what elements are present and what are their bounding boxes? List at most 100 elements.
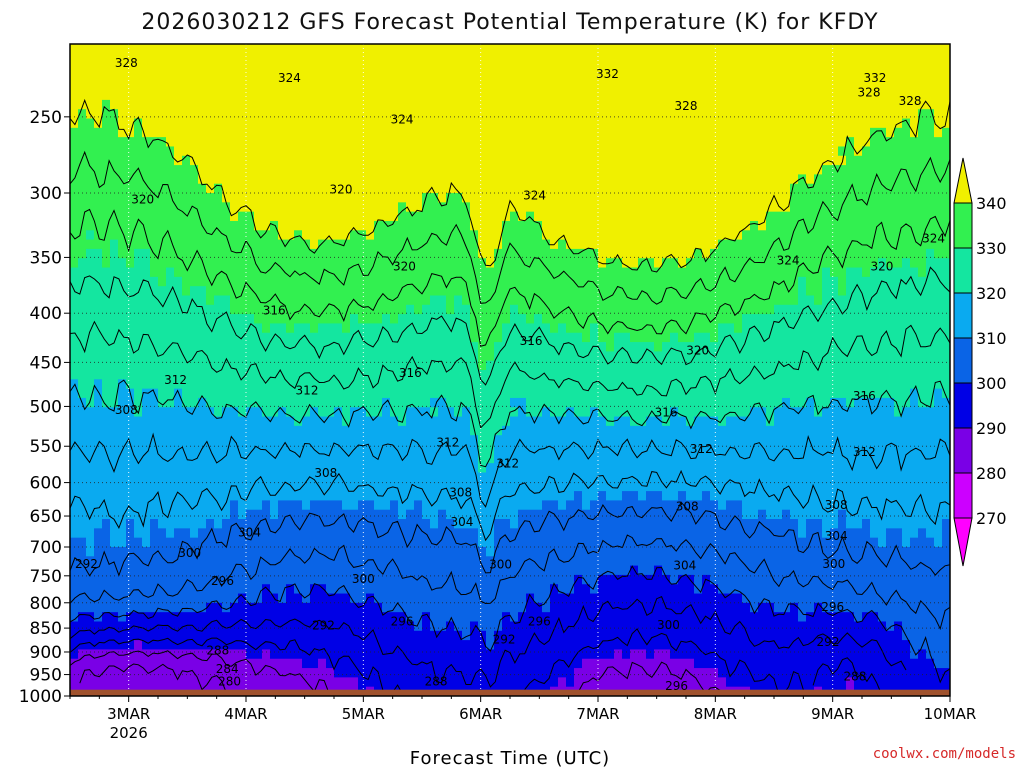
theta-cell: [174, 630, 183, 641]
theta-cell: [158, 407, 167, 418]
theta-cell: [494, 332, 503, 343]
theta-cell: [630, 258, 639, 269]
theta-cell: [214, 174, 223, 185]
theta-cell: [582, 62, 591, 73]
theta-cell: [126, 137, 135, 148]
theta-cell: [278, 630, 287, 641]
theta-cell: [86, 276, 95, 287]
theta-cell: [278, 230, 287, 241]
theta-cell: [574, 211, 583, 222]
theta-cell: [222, 397, 231, 408]
theta-cell: [350, 593, 359, 604]
theta-cell: [326, 668, 335, 678]
theta-cell: [542, 444, 551, 455]
theta-cell: [294, 267, 303, 278]
theta-cell: [446, 99, 455, 110]
theta-cell: [182, 295, 191, 306]
theta-cell: [78, 444, 87, 455]
theta-cell: [254, 351, 263, 362]
theta-cell: [414, 146, 423, 157]
theta-cell: [566, 463, 575, 474]
theta-cell: [278, 668, 287, 678]
theta-cell: [118, 537, 127, 548]
theta-cell: [94, 463, 103, 474]
theta-cell: [230, 630, 239, 641]
theta-cell: [198, 658, 207, 669]
theta-cell: [502, 44, 511, 54]
theta-cell: [438, 640, 447, 651]
theta-cell: [382, 463, 391, 474]
theta-cell: [486, 44, 495, 54]
theta-cell: [286, 62, 295, 73]
theta-cell: [358, 276, 367, 287]
theta-cell: [390, 174, 399, 185]
theta-cell: [230, 425, 239, 436]
theta-cell: [182, 491, 191, 501]
theta-cell: [246, 71, 255, 82]
theta-cell: [158, 640, 167, 651]
theta-cell: [78, 360, 87, 371]
theta-cell: [222, 295, 231, 306]
theta-cell: [374, 165, 383, 175]
theta-cell: [374, 435, 383, 446]
theta-cell: [142, 118, 151, 129]
theta-cell: [94, 71, 103, 82]
theta-cell: [590, 165, 599, 175]
theta-cell: [254, 44, 263, 54]
theta-cell: [222, 472, 231, 483]
theta-cell: [454, 211, 463, 222]
theta-cell: [510, 472, 519, 483]
theta-cell: [590, 62, 599, 73]
theta-cell: [446, 556, 455, 567]
theta-cell: [366, 314, 375, 325]
theta-cell: [598, 668, 607, 678]
theta-cell: [302, 658, 311, 669]
theta-cell: [398, 53, 407, 64]
theta-cell: [382, 90, 391, 101]
theta-cell: [510, 565, 519, 576]
theta-cell: [374, 183, 383, 194]
theta-cell: [126, 248, 135, 259]
theta-cell: [542, 71, 551, 82]
theta-cell: [230, 453, 239, 464]
theta-cell: [126, 574, 135, 585]
theta-cell: [518, 509, 527, 520]
theta-cell: [526, 407, 535, 418]
theta-cell: [518, 677, 527, 688]
theta-cell: [414, 332, 423, 343]
theta-cell: [190, 90, 199, 101]
theta-cell: [502, 360, 511, 371]
theta-cell: [470, 127, 479, 138]
theta-cell: [286, 481, 295, 492]
theta-cell: [238, 342, 247, 352]
theta-cell: [398, 351, 407, 362]
theta-cell: [566, 425, 575, 436]
theta-cell: [478, 71, 487, 82]
theta-cell: [246, 183, 255, 194]
theta-cell: [438, 379, 447, 390]
theta-cell: [390, 463, 399, 474]
theta-cell: [598, 193, 607, 203]
theta-cell: [246, 109, 255, 120]
theta-cell: [190, 370, 199, 380]
theta-cell: [166, 481, 175, 492]
theta-cell: [374, 71, 383, 82]
theta-cell: [78, 193, 87, 203]
theta-cell: [94, 407, 103, 418]
theta-cell: [454, 658, 463, 669]
theta-cell: [550, 453, 559, 464]
theta-cell: [430, 342, 439, 352]
theta-cell: [342, 444, 351, 455]
theta-cell: [374, 127, 383, 138]
theta-cell: [310, 397, 319, 408]
theta-cell: [406, 435, 415, 446]
theta-cell: [238, 425, 247, 436]
theta-cell: [614, 379, 623, 390]
theta-cell: [94, 416, 103, 427]
theta-cell: [606, 137, 615, 148]
theta-cell: [294, 165, 303, 175]
theta-cell: [566, 127, 575, 138]
theta-cell: [94, 630, 103, 641]
theta-cell: [182, 332, 191, 343]
theta-cell: [110, 425, 119, 436]
